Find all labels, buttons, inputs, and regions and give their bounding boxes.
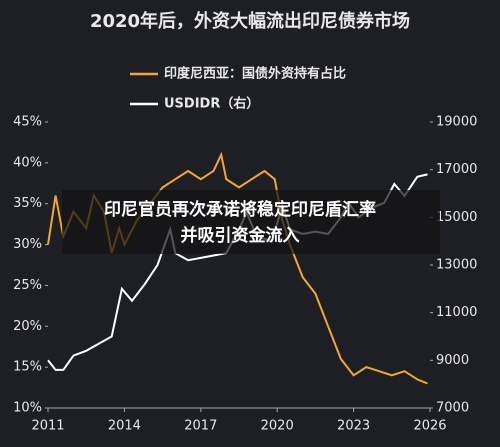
y2-tick-label: 15000 (436, 210, 477, 225)
chart-title: 2020年后，外资大幅流出印尼债券市场 (90, 10, 410, 32)
y-tick-label: 15% (13, 360, 42, 375)
y2-tick-label: 9000 (436, 353, 469, 368)
y2-tick-label: 13000 (436, 258, 477, 273)
legend-label: USDIDR（右） (164, 96, 259, 112)
x-tick-label: 2020 (261, 419, 294, 434)
y-tick-label: 10% (13, 401, 42, 416)
x-tick-label: 2023 (337, 419, 370, 434)
legend-label: 印度尼西亚：国债外资持有占比 (164, 66, 346, 82)
x-tick-label: 2026 (413, 419, 446, 434)
caption-box (62, 190, 440, 254)
y2-tick-label: 19000 (436, 115, 477, 130)
caption-line: 印尼官员再次承诺将稳定印尼盾汇率 (104, 199, 376, 220)
y-tick-label: 20% (13, 319, 42, 334)
y2-tick-label: 7000 (436, 401, 469, 416)
x-tick-label: 2017 (184, 419, 217, 434)
x-tick-label: 2014 (108, 419, 141, 434)
y-tick-label: 30% (13, 237, 42, 252)
y2-tick-label: 17000 (436, 162, 477, 177)
y2-tick-label: 11000 (436, 305, 477, 320)
y-tick-label: 35% (13, 196, 42, 211)
x-tick-label: 2011 (31, 419, 64, 434)
y-tick-label: 25% (13, 278, 42, 293)
y-tick-label: 40% (13, 155, 42, 170)
caption-line: 并吸引资金流入 (181, 225, 300, 246)
y-tick-label: 45% (13, 115, 42, 130)
